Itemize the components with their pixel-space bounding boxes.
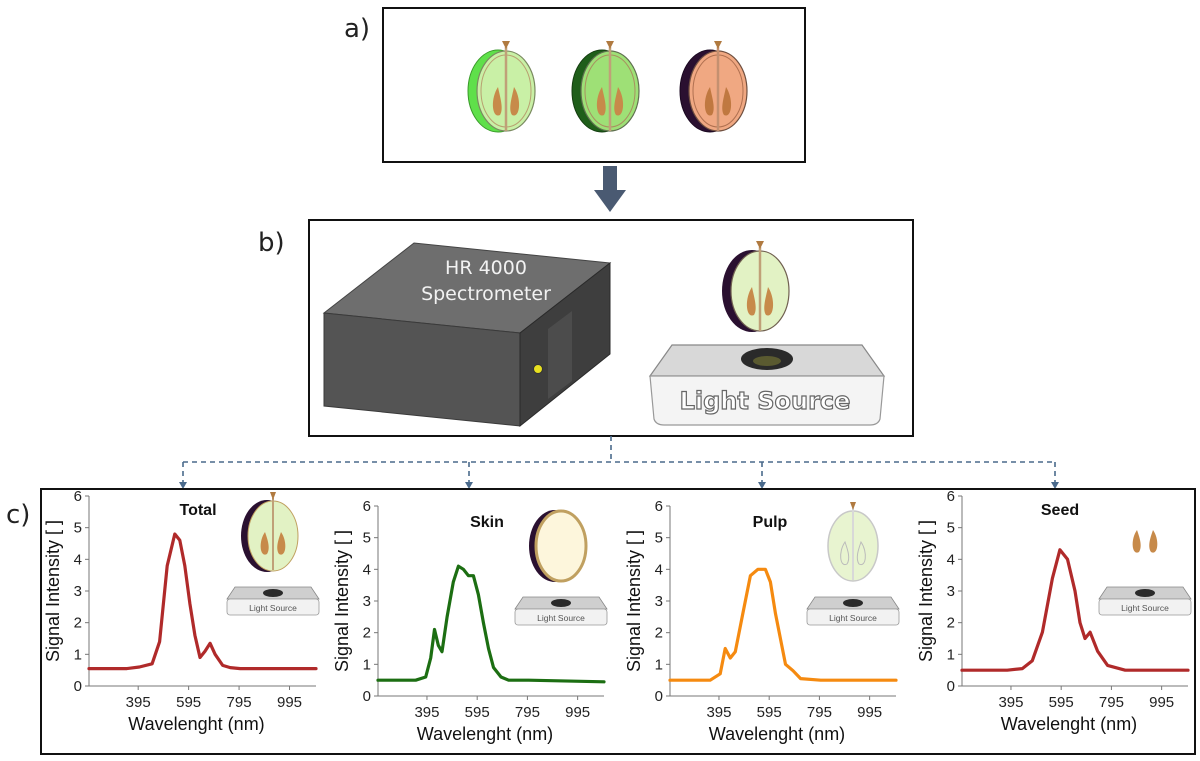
panel-a-box — [382, 7, 806, 163]
y-axis-label: Signal Intensity [ ] — [332, 530, 352, 672]
x-tick-label: 995 — [1149, 694, 1174, 711]
inset-light-source-label: Light Source — [829, 613, 877, 623]
x-axis-label: Wavelenght (nm) — [128, 714, 264, 734]
y-tick-label: 6 — [655, 498, 663, 515]
x-tick-label: 795 — [1099, 694, 1124, 711]
y-tick-label: 6 — [363, 498, 371, 515]
x-tick-label: 995 — [565, 704, 590, 721]
y-tick-label: 1 — [947, 646, 955, 663]
x-tick-label: 595 — [465, 704, 490, 721]
x-tick-label: 995 — [277, 694, 302, 711]
y-tick-label: 5 — [363, 530, 371, 547]
y-tick-label: 3 — [363, 593, 371, 610]
spectrometer-name: Spectrometer — [421, 283, 551, 305]
y-tick-label: 3 — [74, 583, 82, 600]
series-line — [960, 548, 1190, 672]
y-tick-label: 4 — [363, 561, 371, 578]
x-tick-label: 595 — [757, 704, 782, 721]
chart-title: Skin — [470, 514, 504, 531]
y-tick-label: 0 — [74, 678, 82, 695]
y-tick-label: 1 — [363, 656, 371, 673]
series-line — [668, 567, 898, 682]
panel-c-box — [40, 488, 1196, 755]
x-tick-label: 595 — [176, 694, 201, 711]
x-tick-label: 395 — [126, 694, 151, 711]
panel-a-label: a) — [344, 14, 371, 44]
y-axis-label: Signal Intensity [ ] — [624, 530, 644, 672]
x-tick-label: 395 — [706, 704, 731, 721]
inset-skin-icon: Light Source — [514, 509, 608, 626]
chart-title: Total — [179, 502, 216, 519]
x-tick-label: 995 — [857, 704, 882, 721]
inset-pulp-icon: Light Source — [806, 502, 900, 626]
y-tick-label: 2 — [655, 625, 663, 642]
light-source-icon — [648, 344, 886, 426]
chart-seed: Light Source 0 1 2 3 4 5 6 395 595 795 995 Wavelengh… — [916, 488, 1192, 734]
y-tick-label: 0 — [947, 678, 955, 695]
y-axis-label: Signal Intensity [ ] — [916, 520, 936, 662]
inset-total-icon: Light Source — [226, 492, 320, 616]
y-tick-label: 4 — [947, 551, 955, 568]
inset-seed-icon: Light Source — [1098, 530, 1192, 616]
grape-veraison-icon — [571, 41, 640, 133]
spectrometer-label: HR 4000 Spectrometer — [406, 255, 566, 307]
x-axis-label: Wavelenght (nm) — [1001, 714, 1137, 734]
grape-green-icon — [467, 41, 536, 133]
y-tick-label: 6 — [74, 488, 82, 505]
spectrometer-icon — [322, 242, 612, 428]
x-tick-label: 795 — [807, 704, 832, 721]
y-tick-label: 1 — [74, 646, 82, 663]
x-tick-label: 595 — [1049, 694, 1074, 711]
panel-b-box: HR 4000 Spectrometer Light Source — [308, 219, 914, 437]
dashed-connectors — [179, 436, 1059, 489]
grape-ripe-icon — [679, 41, 748, 133]
chart-pulp: Light Source 0 1 2 3 4 5 6 395 595 795 995 Wavelengh… — [624, 498, 900, 744]
x-tick-label: 795 — [515, 704, 540, 721]
y-tick-label: 1 — [655, 656, 663, 673]
y-tick-label: 3 — [655, 593, 663, 610]
x-axis-label: Wavelenght (nm) — [709, 724, 845, 744]
inset-light-source-label: Light Source — [1121, 603, 1169, 613]
x-axis-label: Wavelenght (nm) — [417, 724, 553, 744]
grape-sample-icon — [722, 241, 790, 332]
chart-total: Light Source 0 1 2 3 4 5 6 395 595 795 995 Wavelengh… — [43, 488, 320, 734]
spectrometer-model: HR 4000 — [445, 257, 527, 279]
panel-c-label: c) — [6, 500, 31, 530]
chart-skin: Light Source 0 1 2 3 4 5 6 395 595 795 995 Wavelengh… — [332, 498, 608, 744]
y-tick-label: 6 — [947, 488, 955, 505]
grape-stages — [467, 41, 748, 133]
inset-light-source-label: Light Source — [537, 613, 585, 623]
panel-b-label: b) — [258, 228, 285, 258]
series-line — [87, 532, 318, 671]
down-arrow-icon — [594, 166, 626, 212]
light-source-label: Light Source — [679, 386, 851, 415]
y-axis-label: Signal Intensity [ ] — [43, 520, 63, 662]
y-tick-label: 2 — [947, 615, 955, 632]
y-tick-label: 3 — [947, 583, 955, 600]
y-tick-label: 5 — [74, 520, 82, 537]
chart-title: Seed — [1041, 502, 1079, 519]
chart-title: Pulp — [753, 514, 788, 531]
y-tick-label: 2 — [74, 615, 82, 632]
y-tick-label: 2 — [363, 625, 371, 642]
y-tick-label: 5 — [655, 530, 663, 547]
inset-light-source-label: Light Source — [249, 603, 297, 613]
y-tick-label: 4 — [74, 551, 82, 568]
x-tick-label: 395 — [998, 694, 1023, 711]
series-line — [376, 564, 606, 684]
x-tick-label: 795 — [227, 694, 252, 711]
y-tick-label: 4 — [655, 561, 663, 578]
y-tick-label: 0 — [363, 688, 371, 705]
y-tick-label: 5 — [947, 520, 955, 537]
x-tick-label: 395 — [414, 704, 439, 721]
measurement-setup — [322, 241, 886, 428]
y-tick-label: 0 — [655, 688, 663, 705]
